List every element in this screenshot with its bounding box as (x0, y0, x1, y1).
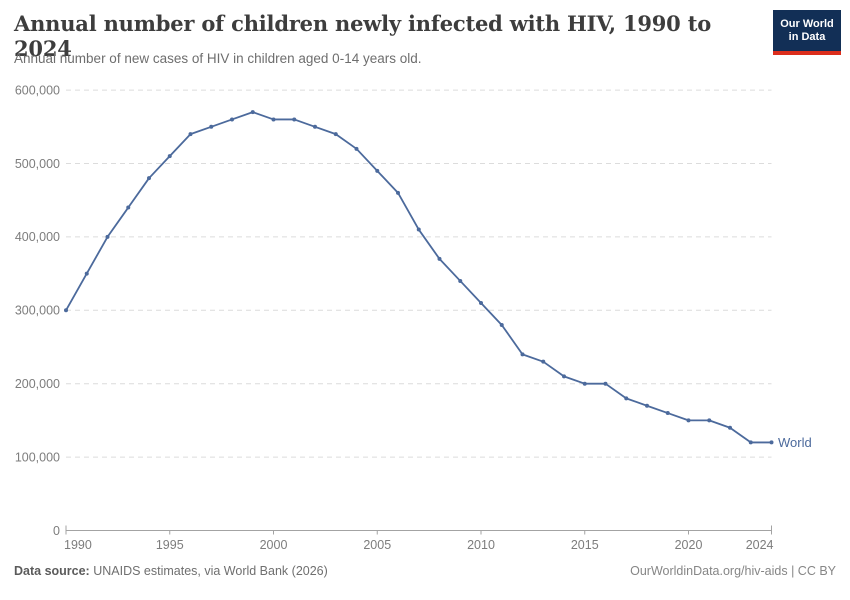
data-point[interactable] (582, 381, 587, 386)
x-tick-label: 2020 (675, 538, 703, 552)
data-point[interactable] (188, 132, 193, 137)
data-point[interactable] (147, 176, 151, 181)
y-tick-label: 0 (53, 524, 60, 538)
data-point[interactable] (458, 278, 463, 283)
data-point[interactable] (209, 124, 214, 129)
x-tick-label: 2010 (467, 538, 495, 552)
y-tick-label: 400,000 (15, 230, 60, 244)
data-point[interactable] (707, 418, 712, 423)
data-point[interactable] (292, 117, 297, 122)
x-tick-label: 1995 (156, 538, 184, 552)
owid-logo-line1: Our World (780, 17, 834, 30)
data-point[interactable] (479, 300, 483, 305)
series-line[interactable] (65, 111, 773, 444)
series-end-label: World (778, 435, 812, 450)
data-point[interactable] (126, 205, 131, 210)
x-tick-label: 1990 (64, 538, 92, 552)
data-source-text: UNAIDS estimates, via World Bank (2026) (89, 564, 328, 578)
data-point[interactable] (624, 396, 629, 401)
y-tick-label: 300,000 (15, 304, 60, 318)
data-point[interactable] (84, 271, 89, 276)
x-tick-label: 2024 (746, 538, 774, 552)
y-tick-label: 600,000 (15, 83, 60, 97)
owid-logo[interactable]: Our World in Data (773, 10, 841, 55)
data-point[interactable] (375, 168, 380, 173)
data-point[interactable] (603, 381, 608, 386)
x-tick-label: 2005 (363, 538, 391, 552)
data-point[interactable] (105, 234, 110, 239)
x-tick-label: 2015 (571, 538, 599, 552)
chart-subtitle: Annual number of new cases of HIV in chi… (14, 51, 422, 66)
data-point[interactable] (499, 322, 504, 327)
data-point[interactable] (230, 117, 234, 122)
data-point[interactable] (686, 418, 691, 423)
data-point[interactable] (396, 190, 400, 195)
y-tick-label: 100,000 (15, 450, 60, 464)
data-point[interactable] (437, 256, 442, 261)
x-tick-label: 2000 (260, 538, 288, 552)
data-point[interactable] (748, 440, 753, 445)
data-point[interactable] (250, 110, 255, 115)
license-link[interactable]: OurWorldinData.org/hiv-aids | CC BY (630, 564, 836, 578)
data-point[interactable] (520, 352, 525, 357)
data-point[interactable] (541, 359, 546, 364)
data-point[interactable] (354, 146, 359, 151)
data-point[interactable] (769, 440, 774, 445)
data-point[interactable] (728, 425, 732, 430)
data-source-label: Data source: (14, 564, 90, 578)
chart-title: Annual number of children newly infected… (14, 11, 712, 61)
data-point[interactable] (562, 374, 566, 379)
data-point[interactable] (167, 154, 172, 159)
data-source-note: Data source: UNAIDS estimates, via World… (14, 564, 328, 578)
data-point[interactable] (645, 403, 649, 408)
y-tick-label: 200,000 (15, 377, 60, 391)
data-point[interactable] (333, 132, 338, 137)
data-point[interactable] (64, 308, 68, 313)
data-point[interactable] (416, 227, 421, 232)
data-point[interactable] (271, 117, 276, 122)
owid-logo-line2: in Data (788, 30, 826, 43)
data-point[interactable] (313, 124, 317, 129)
data-point[interactable] (665, 411, 670, 416)
y-tick-label: 500,000 (15, 157, 60, 171)
